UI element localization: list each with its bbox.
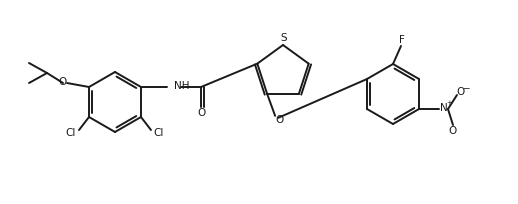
Text: O: O <box>449 126 457 136</box>
Text: N: N <box>440 103 448 113</box>
Text: Cl: Cl <box>154 128 164 138</box>
Text: O: O <box>58 77 66 87</box>
Text: NH: NH <box>174 81 190 91</box>
Text: −: − <box>462 83 470 92</box>
Text: O: O <box>198 108 206 118</box>
Text: F: F <box>399 35 405 45</box>
Text: S: S <box>281 33 287 43</box>
Text: +: + <box>446 100 452 106</box>
Text: O: O <box>275 115 283 125</box>
Text: Cl: Cl <box>66 128 76 138</box>
Text: O: O <box>457 87 465 97</box>
